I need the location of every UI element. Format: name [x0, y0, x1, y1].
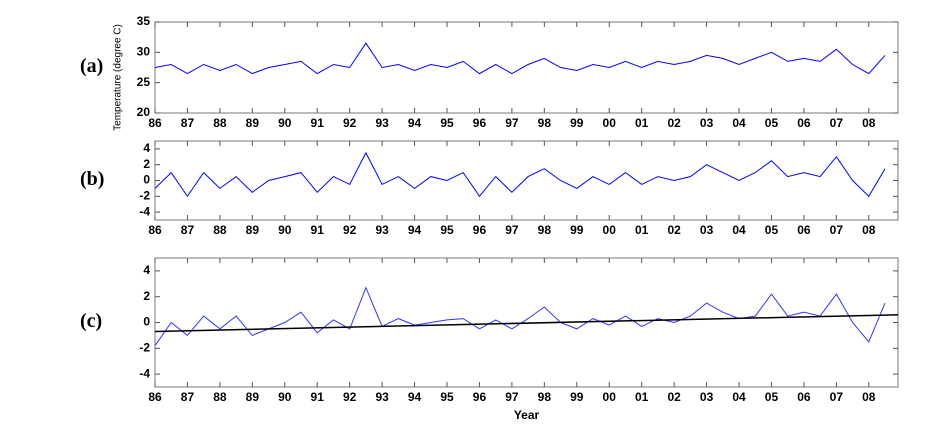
x-tick-label: 02: [667, 390, 681, 404]
x-tick-label: 06: [797, 390, 811, 404]
y-tick-label: 0: [143, 173, 150, 187]
x-tick-label: 06: [797, 223, 811, 237]
x-tick-label: 02: [667, 223, 681, 237]
x-tick-label: 05: [765, 390, 779, 404]
data-line: [154, 42, 886, 75]
x-tick-label: 86: [148, 223, 162, 237]
y-tick-label: 2: [143, 289, 150, 303]
x-tick-label: 04: [732, 223, 746, 237]
x-tick-label: 07: [830, 223, 844, 237]
x-tick-label: 96: [473, 223, 487, 237]
panel-label: (a): [80, 55, 103, 77]
x-tick-label: 92: [343, 390, 357, 404]
y-tick-label: -4: [139, 204, 150, 218]
x-tick-label: 95: [440, 390, 454, 404]
y-tick-label: -2: [139, 188, 150, 202]
x-tick-label: 08: [862, 116, 876, 130]
trend-line: [154, 314, 899, 333]
x-tick-label: 89: [246, 223, 260, 237]
x-tick-label: 01: [635, 390, 649, 404]
x-tick-label: 98: [538, 223, 552, 237]
x-tick-label: 98: [538, 116, 552, 130]
x-tick-label: 94: [408, 390, 422, 404]
x-tick-label: 03: [700, 223, 714, 237]
y-tick-label: 0: [143, 315, 150, 329]
x-tick-label: 94: [408, 116, 422, 130]
y-tick-label: 25: [137, 75, 151, 89]
plot-frame: [154, 21, 899, 114]
x-tick-label: 03: [700, 116, 714, 130]
x-tick-label: 92: [343, 116, 357, 130]
x-tick-label: 04: [732, 390, 746, 404]
x-tick-label: 98: [538, 390, 552, 404]
x-tick-label: 95: [440, 223, 454, 237]
x-tick-label: 97: [505, 116, 519, 130]
y-axis-label: Temperature (degree C): [113, 24, 124, 131]
x-tick-label: 90: [278, 223, 292, 237]
panel-label: (c): [80, 310, 102, 332]
x-tick-label: 96: [473, 390, 487, 404]
x-tick-label: 07: [830, 116, 844, 130]
x-tick-label: 89: [246, 116, 260, 130]
x-tick-label: 94: [408, 223, 422, 237]
x-tick-label: 99: [570, 390, 584, 404]
x-tick-label: 93: [375, 116, 389, 130]
data-line: [154, 151, 886, 198]
x-tick-label: 86: [148, 390, 162, 404]
x-tick-label: 96: [473, 116, 487, 130]
x-tick-label: 07: [830, 390, 844, 404]
x-tick-label: 91: [311, 116, 325, 130]
x-tick-label: 91: [311, 390, 325, 404]
y-tick-label: -4: [139, 366, 150, 380]
x-tick-label: 04: [732, 116, 746, 130]
x-tick-label: 08: [862, 390, 876, 404]
x-tick-label: 95: [440, 116, 454, 130]
panel-label: (b): [80, 168, 104, 190]
x-tick-label: 89: [246, 390, 260, 404]
y-tick-label: -2: [139, 340, 150, 354]
x-tick-label: 86: [148, 116, 162, 130]
y-tick-label: 4: [143, 141, 150, 155]
x-tick-label: 92: [343, 223, 357, 237]
x-tick-label: 87: [181, 116, 195, 130]
x-tick-label: 97: [505, 223, 519, 237]
x-tick-label: 90: [278, 390, 292, 404]
x-tick-label: 00: [603, 390, 617, 404]
x-tick-label: 93: [375, 223, 389, 237]
x-tick-label: 01: [635, 223, 649, 237]
x-tick-label: 88: [213, 223, 227, 237]
y-tick-label: 20: [137, 105, 151, 119]
x-tick-label: 93: [375, 390, 389, 404]
x-tick-label: 99: [570, 223, 584, 237]
x-tick-label: 00: [603, 116, 617, 130]
x-axis-label: Year: [514, 408, 540, 422]
x-tick-label: 05: [765, 223, 779, 237]
y-tick-label: 30: [137, 45, 151, 59]
x-tick-label: 03: [700, 390, 714, 404]
y-tick-label: 35: [137, 14, 151, 28]
y-tick-label: 4: [143, 263, 150, 277]
x-tick-label: 87: [181, 223, 195, 237]
x-tick-label: 88: [213, 390, 227, 404]
x-tick-label: 87: [181, 390, 195, 404]
x-tick-label: 01: [635, 116, 649, 130]
y-tick-label: 2: [143, 157, 150, 171]
x-tick-label: 08: [862, 223, 876, 237]
x-tick-label: 88: [213, 116, 227, 130]
x-tick-label: 97: [505, 390, 519, 404]
x-tick-label: 05: [765, 116, 779, 130]
x-tick-label: 99: [570, 116, 584, 130]
x-tick-label: 90: [278, 116, 292, 130]
x-tick-label: 00: [603, 223, 617, 237]
x-tick-label: 02: [667, 116, 681, 130]
x-tick-label: 06: [797, 116, 811, 130]
x-tick-label: 91: [311, 223, 325, 237]
plot-frame: [154, 140, 899, 221]
